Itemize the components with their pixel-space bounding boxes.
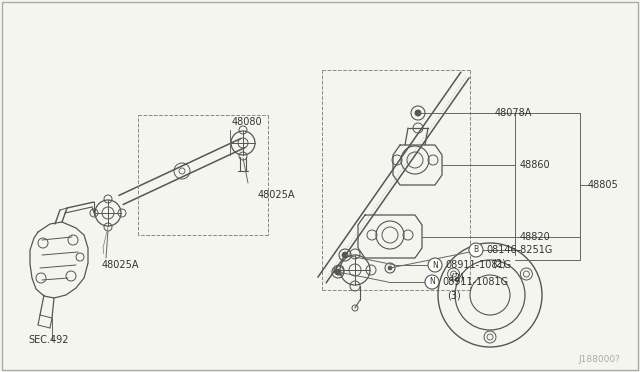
- Text: 08911-1081G: 08911-1081G: [442, 277, 508, 287]
- Circle shape: [425, 275, 439, 289]
- Text: N: N: [429, 278, 435, 286]
- Text: 48860: 48860: [520, 160, 550, 170]
- Text: (3): (3): [447, 290, 461, 300]
- Text: SEC.492: SEC.492: [28, 335, 68, 345]
- Text: J188000?: J188000?: [578, 356, 620, 365]
- Circle shape: [428, 258, 442, 272]
- Text: B: B: [474, 246, 479, 254]
- Text: (2): (2): [492, 258, 506, 268]
- Text: 48820: 48820: [520, 232, 551, 242]
- Text: 48025A: 48025A: [102, 260, 140, 270]
- Text: N: N: [432, 260, 438, 269]
- Circle shape: [415, 110, 421, 116]
- Circle shape: [388, 266, 392, 270]
- Text: (2): (2): [450, 273, 464, 283]
- Text: 08911-1081G: 08911-1081G: [445, 260, 511, 270]
- Circle shape: [342, 252, 348, 258]
- Text: 48025A: 48025A: [258, 190, 296, 200]
- Circle shape: [335, 269, 341, 275]
- Text: 08146-8251G: 08146-8251G: [486, 245, 552, 255]
- Text: 48078A: 48078A: [495, 108, 532, 118]
- Text: 48080: 48080: [232, 117, 262, 127]
- Text: 48805: 48805: [588, 180, 619, 190]
- Circle shape: [469, 243, 483, 257]
